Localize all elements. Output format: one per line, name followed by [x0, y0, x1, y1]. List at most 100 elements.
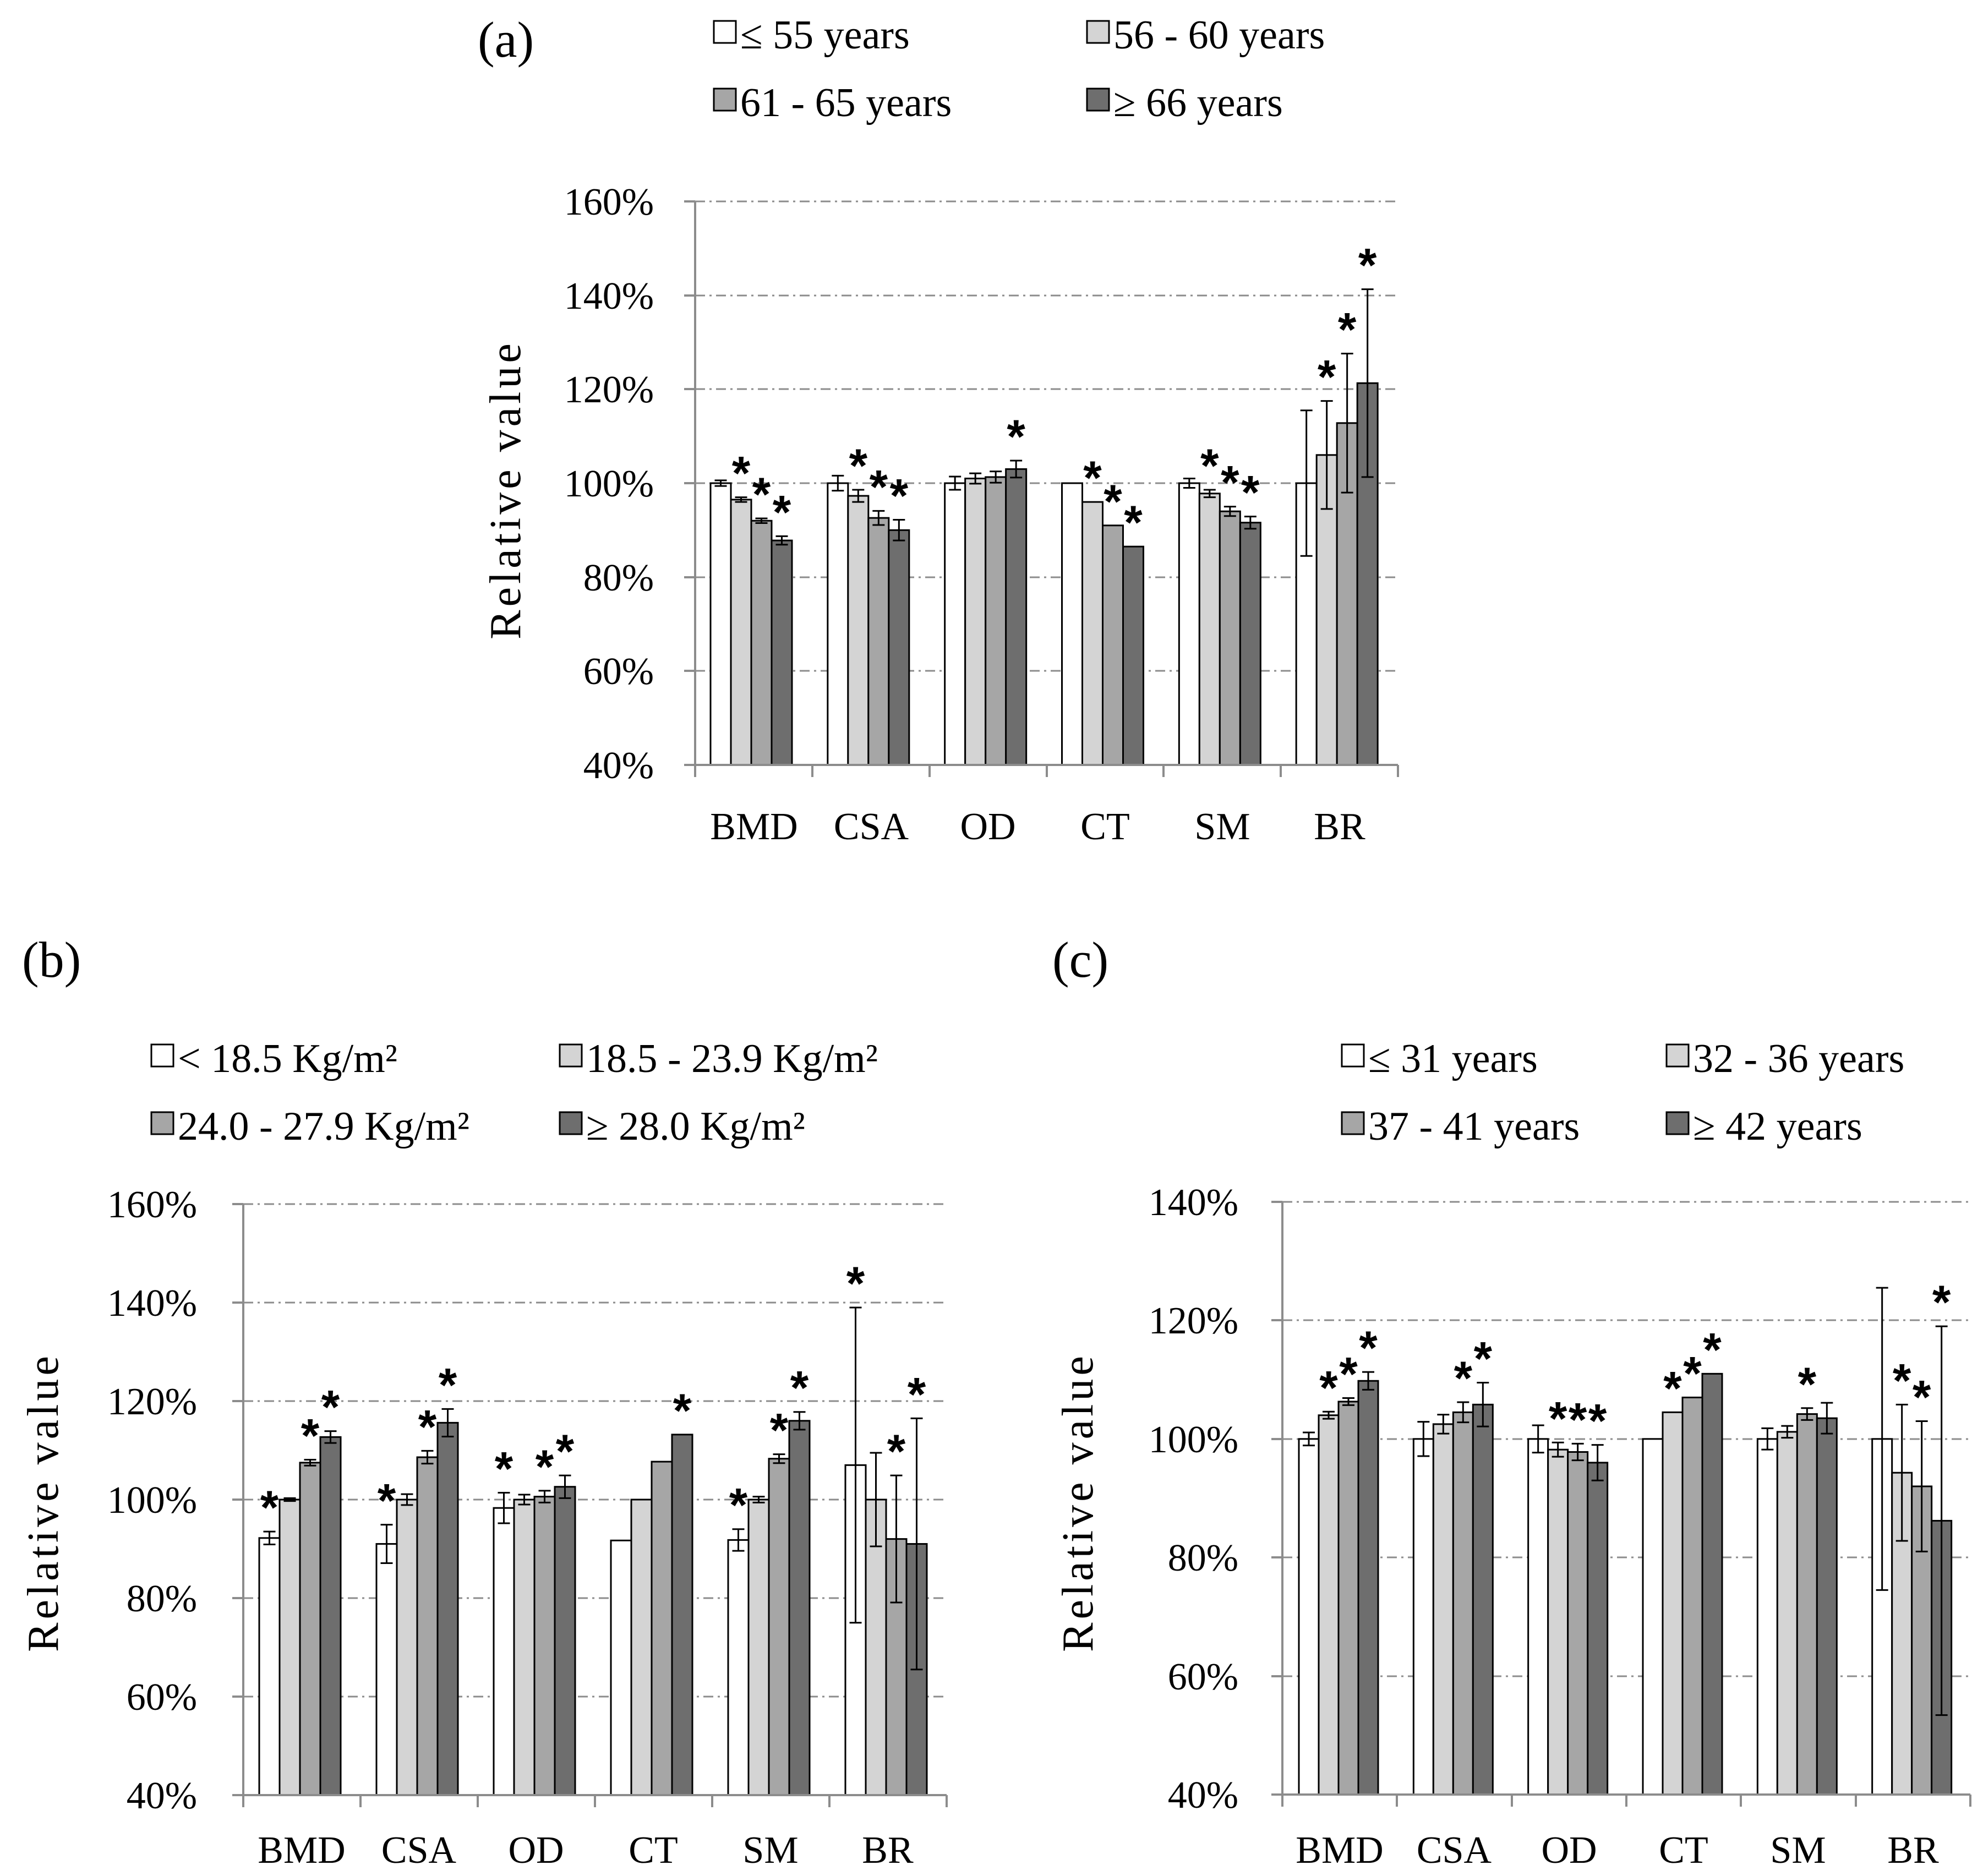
ytick-b-40: 40%: [127, 1775, 197, 1817]
legend-label-a-0: ≤ 55 years: [740, 13, 910, 58]
bar-b-od-s1: [513, 1498, 536, 1796]
xtick-a-br: BR: [1314, 806, 1365, 848]
ytick-c-100: 100%: [1149, 1419, 1238, 1461]
xtick-b-csa: CSA: [381, 1829, 457, 1872]
significance-star-b-4: *: [418, 1401, 437, 1453]
significance-star-b-6: *: [495, 1442, 513, 1495]
significance-star-b-14: *: [887, 1425, 906, 1478]
bar-c-od-s2: [1567, 1451, 1589, 1796]
bar-b-ct-s0: [610, 1539, 632, 1796]
panel-b-categories: BMD CSA OD CT SM BR: [258, 1829, 914, 1872]
bar-a-csa-s1: [847, 495, 870, 766]
ytick-c-140: 140%: [1149, 1182, 1238, 1224]
bar-a-sm-s1: [1198, 493, 1221, 766]
ytick-a-40: 40%: [583, 745, 654, 787]
bar-a-bmd-s1: [730, 499, 752, 766]
bar-c-sm-s2: [1796, 1413, 1818, 1796]
xtick-a-sm: SM: [1194, 806, 1250, 848]
significance-star-a-7: *: [1083, 452, 1102, 505]
panel-b-yticks: 160% 140% 120% 100% 80% 60% 40%: [107, 1184, 197, 1817]
xtick-a-ct: CT: [1080, 806, 1129, 848]
xtick-b-br: BR: [862, 1829, 914, 1872]
bar-c-bmd-s0: [1298, 1438, 1320, 1796]
xtick-b-od: OD: [508, 1829, 564, 1872]
xtick-c-br: BR: [1887, 1829, 1939, 1872]
ytick-a-160: 160%: [564, 181, 654, 223]
panel-c-yticks: 140% 120% 100% 80% 60% 40%: [1149, 1182, 1238, 1817]
significance-star-c-5: *: [1549, 1392, 1567, 1445]
significance-star-b-12: *: [790, 1362, 809, 1415]
bar-c-csa-s3: [1472, 1403, 1494, 1796]
bar-b-od-s2: [533, 1496, 556, 1796]
panel-b-gridlines: [243, 1203, 947, 1698]
bar-a-sm-s2: [1219, 510, 1241, 766]
significance-star-a-14: *: [1338, 303, 1357, 356]
ytick-b-60: 60%: [127, 1676, 197, 1719]
significance-star-b-13: *: [846, 1257, 865, 1310]
bar-c-bmd-s2: [1337, 1401, 1359, 1796]
xtick-a-od: OD: [960, 806, 1015, 848]
panel-b: (b) < 18.5 Kg/m² 18.5 - 23.9 Kg/m² 24.0 …: [19, 932, 948, 1872]
bar-a-od-s3: [1005, 468, 1028, 766]
bar-b-od-s0: [493, 1507, 515, 1796]
bar-a-od-s0: [944, 482, 966, 766]
significance-star-c-3: *: [1454, 1352, 1473, 1405]
ytick-c-40: 40%: [1168, 1774, 1238, 1817]
panel-a: (a) ≤ 55 years 56 - 60 years 61 - 65 yea…: [478, 12, 1399, 848]
legend-swatch-a-0: [713, 20, 737, 44]
panel-c-gridlines: [1282, 1201, 1970, 1677]
panel-b-axes: [232, 1203, 948, 1807]
significance-star-b-15: *: [908, 1368, 926, 1421]
legend-swatch-c-3: [1665, 1111, 1690, 1135]
significance-star-a-2: *: [773, 486, 791, 539]
legend-swatch-b-1: [559, 1043, 583, 1068]
bar-a-ct-s0: [1061, 482, 1083, 766]
ytick-b-140: 140%: [107, 1282, 197, 1325]
bar-b-csa-s2: [416, 1456, 439, 1796]
bar-c-sm-s1: [1776, 1431, 1798, 1796]
bar-b-bmd-s0: [258, 1537, 281, 1796]
legend-label-b-1: 18.5 - 23.9 Kg/m²: [586, 1036, 878, 1081]
significance-star-b-11: *: [770, 1404, 789, 1457]
legend-label-a-1: 56 - 60 years: [1113, 13, 1325, 58]
ytick-b-160: 160%: [107, 1184, 197, 1226]
legend-swatch-b-0: [150, 1043, 174, 1068]
xtick-a-csa: CSA: [834, 806, 909, 848]
panel-a-yticks: 160% 140% 120% 100% 80% 60% 40%: [564, 181, 654, 787]
panel-a-gridlines: [695, 200, 1398, 672]
significance-star-c-6: *: [1569, 1393, 1587, 1446]
bar-c-ct-s1: [1662, 1411, 1684, 1796]
significance-star-b-2: *: [321, 1381, 340, 1434]
significance-star-b-1: *: [301, 1410, 320, 1463]
legend-swatch-a-3: [1086, 87, 1110, 112]
significance-star-a-13: *: [1318, 351, 1336, 404]
legend-label-c-3: ≥ 42 years: [1693, 1104, 1862, 1149]
significance-star-b-8: *: [556, 1425, 575, 1478]
bar-b-bmd-s3: [319, 1436, 342, 1796]
bar-c-od-s0: [1527, 1438, 1549, 1796]
significance-star-c-1: *: [1339, 1348, 1358, 1401]
ytick-c-80: 80%: [1168, 1537, 1238, 1579]
xtick-b-sm: SM: [742, 1829, 798, 1872]
bar-a-ct-s2: [1102, 524, 1124, 766]
bar-a-bmd-s3: [771, 539, 793, 766]
bar-c-bmd-s3: [1357, 1380, 1379, 1796]
ytick-a-100: 100%: [564, 463, 654, 505]
significance-star-c-8: *: [1663, 1362, 1682, 1415]
legend-label-c-1: 32 - 36 years: [1693, 1036, 1904, 1081]
xtick-c-bmd: BMD: [1296, 1829, 1383, 1872]
legend-label-a-3: ≥ 66 years: [1113, 80, 1283, 125]
bar-b-sm-s1: [747, 1498, 770, 1796]
bar-b-ct-s1: [630, 1498, 653, 1796]
bar-a-ct-s3: [1122, 545, 1144, 766]
significance-star-b-10: *: [729, 1479, 748, 1532]
panel-a-categories: BMD CSA OD CT SM BR: [710, 806, 1365, 848]
legend-label-a-2: 61 - 65 years: [740, 80, 952, 125]
significance-star-a-10: *: [1200, 440, 1219, 493]
panel-a-bars: * * ** * *** * ** * ****: [709, 239, 1379, 766]
significance-star-a-6: *: [1007, 411, 1025, 463]
significance-star-b-9: *: [673, 1385, 692, 1437]
legend-swatch-a-1: [1086, 20, 1110, 44]
ytick-a-80: 80%: [583, 557, 654, 599]
